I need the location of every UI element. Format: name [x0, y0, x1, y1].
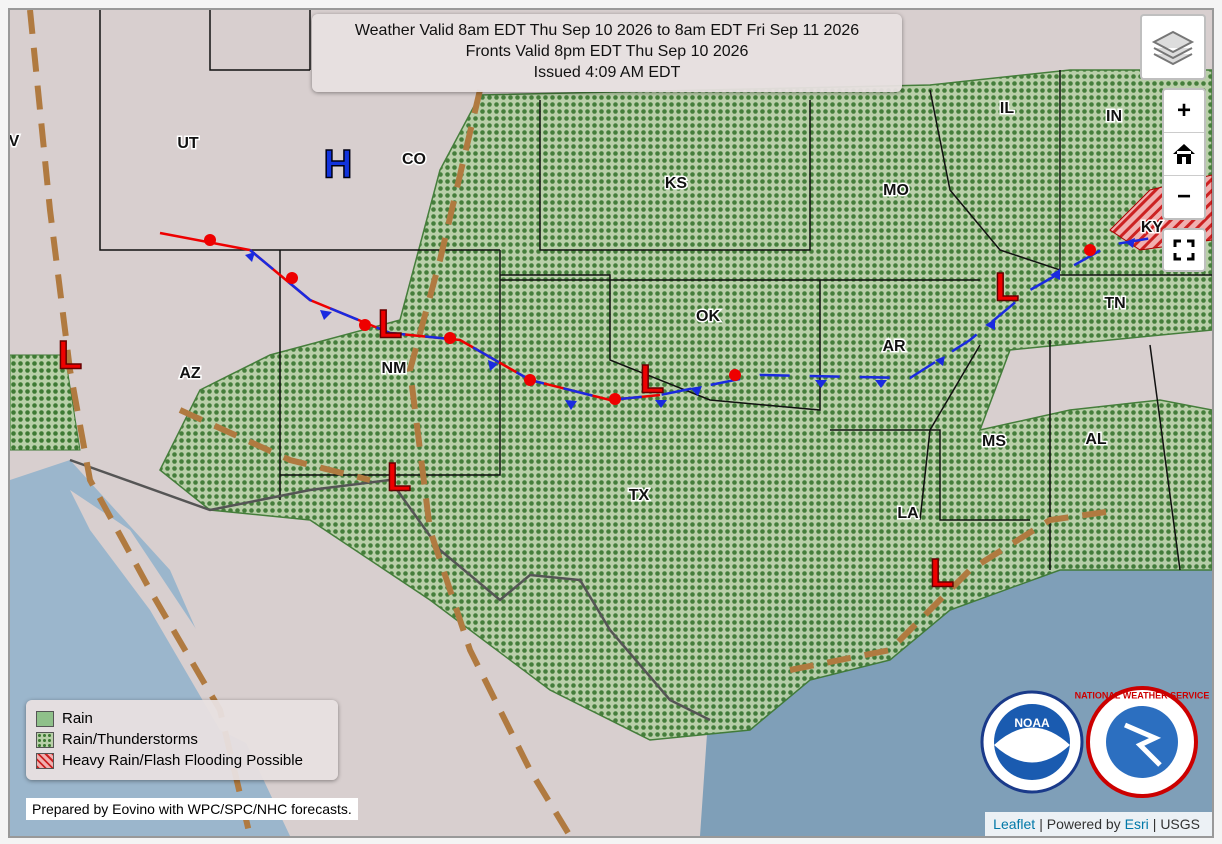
- state-borders: [99, 10, 1212, 571]
- state-label: AZ: [179, 365, 201, 382]
- home-icon: [1173, 144, 1195, 164]
- state-label: KS: [665, 175, 688, 192]
- low-pressure: L: [378, 303, 402, 347]
- state-label: NM: [382, 360, 407, 377]
- map-shape: [655, 400, 667, 408]
- map-shape: [994, 727, 1070, 763]
- front-symbols: [204, 234, 1096, 405]
- state-label: AL: [1085, 431, 1107, 448]
- map-shape: [488, 360, 498, 371]
- legend-swatch: [36, 731, 54, 748]
- map-shape: [178, 407, 371, 483]
- low-pressure: L: [640, 358, 664, 402]
- logo-text: NOAA: [1014, 716, 1050, 730]
- map-shape: [609, 393, 621, 405]
- low-pressure: L: [387, 456, 411, 500]
- legend-label: Rain/Thunderstorms: [62, 731, 198, 748]
- legend-label: Heavy Rain/Flash Flooding Possible: [62, 752, 303, 769]
- map-shape: [875, 380, 887, 388]
- legend-swatch: [36, 752, 54, 769]
- map-shape: [359, 319, 371, 331]
- nws-logo: NATIONAL WEATHER SERVICE: [1075, 686, 1210, 798]
- title-line: Fronts Valid 8pm EDT Thu Sep 10 2026: [465, 43, 749, 60]
- home-button[interactable]: [1164, 133, 1204, 176]
- map-shape: [565, 400, 577, 410]
- title-box: Weather Valid 8am EDT Thu Sep 10 2026 to…: [312, 14, 902, 92]
- baja: [70, 490, 260, 750]
- zoom-out[interactable]: −: [1176, 183, 1191, 210]
- legend-row: Heavy Rain/Flash Flooding Possible: [36, 750, 328, 771]
- low-pressure: L: [995, 266, 1019, 310]
- map-shape: [99, 10, 1212, 571]
- state-label: AR: [882, 338, 906, 355]
- map-shape: [524, 374, 536, 386]
- attribution-link[interactable]: Esri: [1124, 816, 1149, 832]
- map-shape: [406, 89, 573, 836]
- map-shape: [1125, 238, 1135, 248]
- state-label: OK: [696, 308, 720, 325]
- legend-label: Rain: [62, 710, 93, 727]
- layers-button[interactable]: [1140, 14, 1206, 80]
- state-label: LA: [897, 505, 919, 522]
- stationary-front-blue: [249, 233, 1171, 402]
- rain-thunderstorms-area: [159, 69, 1212, 741]
- map-shape: [204, 234, 216, 246]
- map-shape: [815, 380, 827, 388]
- noaa-logo: NOAA: [980, 690, 1084, 794]
- map-shape: [690, 386, 702, 396]
- state-label: IN: [1106, 108, 1122, 125]
- map-shape: [245, 252, 255, 262]
- attribution: Leaflet | Powered by Esri | USGS: [985, 812, 1212, 836]
- zoom-in[interactable]: +: [1164, 90, 1204, 133]
- border-mexico: [69, 458, 711, 722]
- zoom-control: + −: [1162, 88, 1206, 220]
- state-label: IL: [1000, 100, 1014, 117]
- low-pressure: L: [58, 334, 82, 378]
- legend-row: Rain/Thunderstorms: [36, 729, 328, 750]
- map-shape: [1124, 722, 1162, 767]
- map-shape: [935, 356, 945, 366]
- rain-thunderstorms-area: [10, 354, 81, 451]
- fullscreen-icon: [1173, 239, 1195, 261]
- state-label: TX: [629, 487, 650, 504]
- layers-icon: [1151, 30, 1195, 66]
- map[interactable]: NOAA NATIONAL WEATHER SERVICE V UT CO KS MO I…: [8, 8, 1214, 838]
- state-label: UT: [177, 135, 199, 152]
- map-shape: [1050, 269, 1060, 280]
- map-shape: [444, 332, 456, 344]
- state-label: MO: [883, 182, 909, 199]
- legend-row: Rain: [36, 708, 328, 729]
- state-label: V: [10, 133, 20, 150]
- state-label: MS: [982, 433, 1006, 450]
- state-label: CO: [402, 151, 426, 168]
- map-shape: [286, 272, 298, 284]
- low-pressure: L: [930, 552, 954, 596]
- map-shape: [729, 369, 741, 381]
- map-shape: [209, 10, 311, 71]
- logo-text: NATIONAL WEATHER SERVICE: [1075, 690, 1210, 700]
- fullscreen-button[interactable]: [1162, 228, 1206, 272]
- legend-swatch: [36, 710, 54, 727]
- map-shape: [320, 310, 332, 320]
- attribution-text: | Powered by: [1039, 816, 1121, 832]
- state-label: TN: [1104, 295, 1125, 312]
- map-shape: [985, 319, 995, 330]
- high-pressure: H: [324, 143, 353, 187]
- legend: Rain Rain/Thunderstorms Heavy Rain/Flash F…: [26, 700, 338, 780]
- credit: Prepared by Eovino with WPC/SPC/NHC fore…: [26, 798, 358, 820]
- state-label: KY: [1141, 219, 1164, 236]
- attribution-link[interactable]: Leaflet: [993, 816, 1036, 832]
- attribution-text: | USGS: [1152, 816, 1200, 832]
- title-line: Issued 4:09 AM EDT: [533, 64, 681, 81]
- title-line: Weather Valid 8am EDT Thu Sep 10 2026 to…: [354, 22, 860, 39]
- front-triangles: [245, 238, 1135, 410]
- map-shape: [1084, 244, 1096, 256]
